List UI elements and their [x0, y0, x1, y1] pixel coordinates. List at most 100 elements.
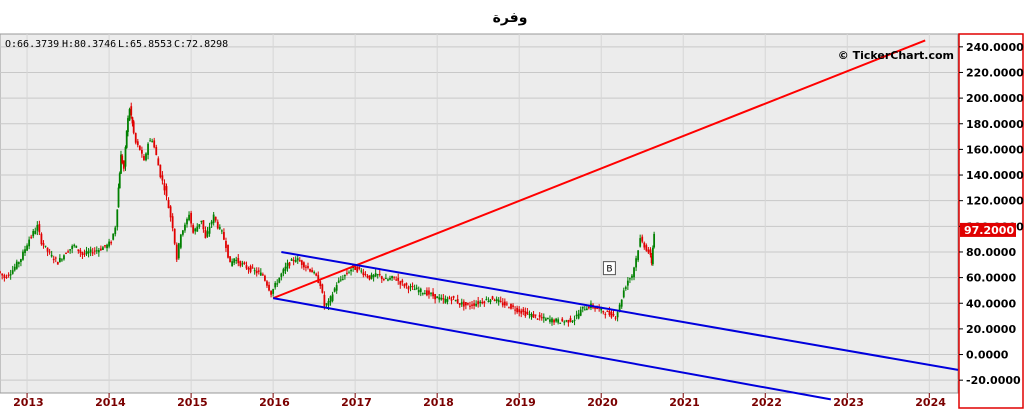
- ohlc-high: H:80.3746: [62, 39, 116, 50]
- candle-body: [415, 287, 418, 290]
- candle-body: [557, 319, 560, 323]
- candle-body: [210, 221, 213, 225]
- candle-body: [549, 319, 551, 322]
- candle-body: [362, 272, 365, 276]
- candle-body: [270, 290, 272, 295]
- candle-body: [298, 260, 301, 262]
- candle-body: [212, 214, 215, 223]
- candle-body: [485, 298, 488, 301]
- y-tick-label: -20.0000: [966, 374, 1021, 387]
- candle-body: [171, 216, 174, 229]
- candle-body: [350, 269, 352, 272]
- candle-body: [401, 280, 404, 283]
- candle-body: [335, 285, 338, 291]
- candle-body: [307, 266, 309, 268]
- x-tick-label: 2024: [915, 396, 946, 409]
- candle-body: [97, 250, 100, 253]
- candle-body: [633, 267, 635, 278]
- candle-body: [524, 311, 527, 316]
- candle-body: [305, 266, 307, 268]
- candle-body: [235, 259, 238, 261]
- candle-body: [573, 319, 576, 321]
- y-tick-label: 80.0000: [966, 246, 1016, 259]
- candle-body: [522, 309, 525, 312]
- candle-body: [559, 322, 562, 324]
- candle-body: [116, 209, 119, 228]
- candle-body: [505, 303, 508, 305]
- candle-body: [526, 311, 529, 314]
- candle-body: [594, 306, 596, 309]
- candle-body: [204, 229, 207, 239]
- candle-body: [220, 230, 223, 232]
- candle-body: [272, 289, 275, 294]
- candle-body: [108, 241, 110, 247]
- candle-body: [182, 230, 184, 235]
- candle-body: [567, 320, 570, 323]
- candle-body: [446, 298, 449, 302]
- candle-body: [30, 236, 33, 238]
- candle-body: [136, 141, 139, 145]
- candle-body: [360, 270, 363, 272]
- candle-body: [464, 302, 467, 306]
- candle-body: [44, 245, 47, 247]
- candle-body: [508, 307, 510, 309]
- candle-body: [117, 187, 120, 208]
- candle-body: [214, 216, 217, 221]
- candle-body: [512, 305, 514, 307]
- candle-body: [579, 309, 582, 316]
- candle-body: [419, 288, 422, 293]
- candle-body: [274, 282, 277, 288]
- candle-body: [147, 143, 149, 155]
- candle-body: [282, 269, 285, 274]
- candle-body: [151, 140, 154, 142]
- candle-body: [239, 261, 242, 266]
- candle-body: [317, 275, 320, 283]
- candle-body: [61, 259, 63, 261]
- x-tick-label: 2017: [341, 396, 372, 409]
- candle-body: [225, 241, 227, 249]
- candle-body: [257, 270, 260, 272]
- candle-body: [612, 313, 615, 316]
- candle-body: [161, 175, 164, 181]
- candle-body: [89, 249, 92, 253]
- candle-body: [28, 239, 31, 247]
- candle-body: [606, 310, 609, 312]
- last-price-badge: 97.2000: [960, 222, 1016, 237]
- candle-body: [120, 154, 122, 174]
- x-tick-label: 2019: [505, 396, 536, 409]
- candle-body: [626, 280, 629, 286]
- candle-body: [309, 269, 311, 272]
- candle-body: [42, 243, 45, 246]
- candle-body: [444, 298, 447, 303]
- candle-body: [442, 298, 445, 300]
- candle-body: [321, 284, 324, 293]
- signal-marker: B: [602, 261, 616, 276]
- candle-body: [395, 279, 398, 281]
- candle-body: [130, 106, 133, 116]
- candle-body: [184, 224, 186, 231]
- candle-body: [647, 249, 650, 253]
- candle-body: [629, 278, 631, 280]
- candle-body: [387, 279, 389, 281]
- candle-body: [286, 262, 289, 269]
- candle-body: [620, 299, 623, 307]
- candle-body: [438, 297, 441, 300]
- candle-body: [118, 173, 121, 189]
- candle-body: [20, 259, 22, 263]
- candle-body: [26, 245, 28, 251]
- candle-body: [575, 314, 578, 317]
- candle-body: [641, 236, 644, 242]
- candle-body: [38, 224, 41, 233]
- candle-body: [188, 214, 190, 221]
- candle-body: [649, 249, 652, 255]
- chart-title: وفرة: [493, 10, 528, 26]
- ohlc-open: O:66.3739: [5, 39, 59, 50]
- trendlines: [272, 39, 959, 401]
- candle-body: [36, 224, 39, 231]
- candle-body: [639, 238, 642, 247]
- candle-body: [155, 147, 158, 155]
- candle-body: [290, 259, 293, 261]
- candle-body: [79, 250, 82, 253]
- candle-body: [354, 264, 357, 270]
